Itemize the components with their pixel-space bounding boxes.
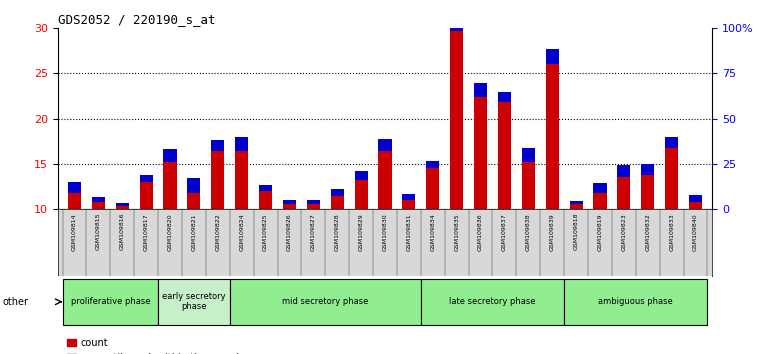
Bar xyxy=(427,161,440,168)
Bar xyxy=(421,279,564,325)
Text: GSM109821: GSM109821 xyxy=(192,213,196,251)
Text: GSM109832: GSM109832 xyxy=(645,213,650,251)
Bar xyxy=(570,201,583,204)
Bar xyxy=(427,168,440,209)
Text: proliferative phase: proliferative phase xyxy=(71,297,150,306)
Bar xyxy=(522,148,535,162)
Text: GSM109835: GSM109835 xyxy=(454,213,459,251)
Text: GSM109827: GSM109827 xyxy=(311,213,316,251)
Text: GSM109836: GSM109836 xyxy=(478,213,483,251)
Bar xyxy=(641,164,654,175)
Text: GSM109814: GSM109814 xyxy=(72,213,77,251)
Text: GSM109819: GSM109819 xyxy=(598,213,602,251)
Bar xyxy=(163,162,176,209)
Bar xyxy=(378,139,392,151)
Bar xyxy=(211,151,224,209)
Bar xyxy=(618,165,631,177)
Bar xyxy=(187,178,200,193)
Bar xyxy=(139,182,152,209)
Bar xyxy=(689,202,702,209)
Text: GSM109829: GSM109829 xyxy=(359,213,363,251)
Bar xyxy=(402,200,416,209)
Bar xyxy=(163,149,176,162)
Bar xyxy=(68,182,81,193)
Bar xyxy=(546,49,559,64)
Text: GSM109823: GSM109823 xyxy=(621,213,626,251)
Bar xyxy=(665,148,678,209)
Bar xyxy=(498,102,511,209)
Text: GSM109825: GSM109825 xyxy=(263,213,268,251)
Text: GSM109815: GSM109815 xyxy=(95,213,101,250)
Bar xyxy=(450,18,464,31)
Bar xyxy=(306,204,320,209)
Bar xyxy=(498,92,511,102)
Text: GSM109818: GSM109818 xyxy=(574,213,578,250)
Bar xyxy=(641,175,654,209)
Bar xyxy=(187,193,200,209)
Text: other: other xyxy=(2,297,28,307)
Bar xyxy=(378,151,392,209)
Text: GSM109831: GSM109831 xyxy=(407,213,411,251)
Text: GSM109816: GSM109816 xyxy=(120,213,125,250)
Text: GSM109828: GSM109828 xyxy=(335,213,340,251)
Text: GSM109830: GSM109830 xyxy=(383,213,387,251)
Bar xyxy=(522,162,535,209)
Bar xyxy=(116,204,129,206)
Bar xyxy=(92,197,105,202)
Bar xyxy=(62,279,158,325)
Text: GSM109838: GSM109838 xyxy=(526,213,531,251)
Bar xyxy=(283,200,296,204)
Bar xyxy=(330,196,343,209)
Text: GSM109834: GSM109834 xyxy=(430,213,435,251)
Bar xyxy=(139,175,152,182)
Bar xyxy=(306,200,320,204)
Text: GSM109820: GSM109820 xyxy=(168,213,172,251)
Text: GSM109824: GSM109824 xyxy=(239,213,244,251)
Bar xyxy=(158,279,229,325)
Bar xyxy=(450,31,464,209)
Text: GSM109840: GSM109840 xyxy=(693,213,698,251)
Text: ambiguous phase: ambiguous phase xyxy=(598,297,673,306)
Bar xyxy=(402,194,416,200)
Bar xyxy=(689,195,702,202)
Bar xyxy=(618,177,631,209)
Bar xyxy=(594,183,607,193)
Text: GSM109826: GSM109826 xyxy=(287,213,292,251)
Bar xyxy=(570,204,583,209)
Text: GSM109822: GSM109822 xyxy=(216,213,220,251)
Bar xyxy=(354,180,368,209)
Bar xyxy=(92,202,105,209)
Bar xyxy=(354,171,368,180)
Bar xyxy=(474,84,487,97)
Bar xyxy=(283,204,296,209)
Text: GSM109839: GSM109839 xyxy=(550,213,554,251)
Bar xyxy=(665,137,678,148)
Bar xyxy=(211,140,224,151)
Bar xyxy=(546,64,559,209)
Text: GSM109817: GSM109817 xyxy=(144,213,149,251)
Bar xyxy=(259,191,272,209)
Text: mid secretory phase: mid secretory phase xyxy=(282,297,369,306)
Bar xyxy=(474,97,487,209)
Bar xyxy=(564,279,708,325)
Text: GSM109837: GSM109837 xyxy=(502,213,507,251)
Bar xyxy=(259,185,272,191)
Legend: count, percentile rank within the sample: count, percentile rank within the sample xyxy=(62,334,249,354)
Bar xyxy=(116,206,129,209)
Text: GSM109833: GSM109833 xyxy=(669,213,675,251)
Text: early secretory
phase: early secretory phase xyxy=(162,292,226,312)
Bar xyxy=(235,137,248,151)
Bar xyxy=(68,193,81,209)
Bar xyxy=(330,189,343,196)
Bar xyxy=(594,193,607,209)
Bar xyxy=(235,151,248,209)
Text: late secretory phase: late secretory phase xyxy=(449,297,536,306)
Bar xyxy=(229,279,421,325)
Text: GDS2052 / 220190_s_at: GDS2052 / 220190_s_at xyxy=(58,13,216,26)
